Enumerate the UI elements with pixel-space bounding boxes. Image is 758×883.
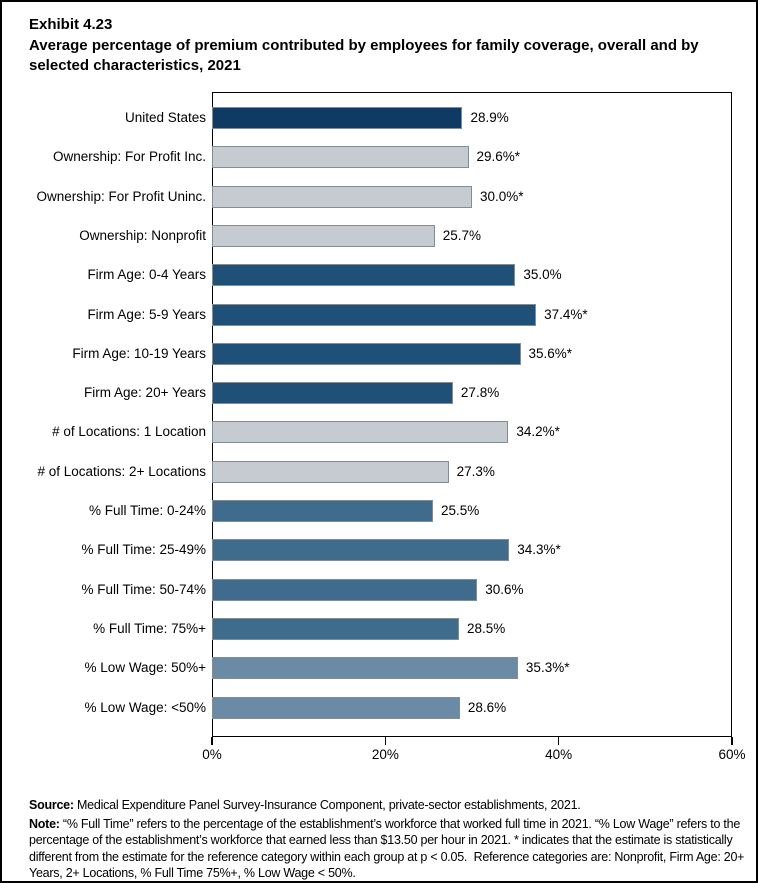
source-label: Source: (29, 797, 74, 812)
value-label: 35.3%* (525, 660, 570, 676)
category-label: Ownership: For Profit Inc. (52, 149, 206, 165)
category-label: % Full Time: 50-74% (81, 581, 206, 597)
source-text: Medical Expenditure Panel Survey-Insuran… (73, 797, 581, 812)
value-label: 30.0%* (480, 188, 524, 204)
bar (212, 657, 518, 680)
x-axis-tick (384, 737, 387, 745)
source-line: Source: Medical Expenditure Panel Survey… (29, 797, 756, 814)
value-label: 25.7% (442, 227, 481, 243)
value-label: 34.3%* (517, 542, 561, 558)
note-text: “% Full Time” refers to the percentage o… (29, 816, 748, 881)
bar (212, 107, 463, 129)
bar (212, 185, 472, 208)
category-label: Ownership: Nonprofit (79, 227, 206, 243)
bar (212, 382, 453, 405)
category-label: Ownership: For Profit Uninc. (36, 188, 206, 204)
x-axis-tick (557, 737, 560, 745)
category-label: % Low Wage: <50% (84, 699, 206, 715)
bar (212, 303, 537, 326)
value-label: 35.0% (523, 267, 562, 283)
category-label: # of Locations: 2+ Locations (37, 463, 207, 479)
value-label: 27.3% (456, 463, 495, 479)
category-label: Firm Age: 5-9 Years (87, 306, 206, 322)
x-axis-tick-label: 0% (202, 747, 222, 762)
note-paragraph: Note: “% Full Time” refers to the percen… (29, 816, 756, 882)
value-label: 25.5% (441, 503, 480, 518)
category-label: United States (124, 110, 206, 125)
category-label: % Low Wage: 50%+ (84, 660, 206, 676)
bar-chart: United States 28.9% Ownership: For Profit … (2, 92, 756, 762)
x-axis-tick-label: 60% (718, 747, 746, 762)
value-label: 35.6%* (528, 345, 573, 361)
value-label: 28.9% (470, 110, 509, 125)
value-label: 34.2%* (516, 424, 560, 440)
x-axis-tick-label: 40% (545, 747, 573, 762)
value-label: 27.8% (460, 385, 500, 401)
value-label: 28.6% (467, 699, 507, 715)
x-axis-tick (211, 737, 213, 745)
bar (212, 500, 433, 522)
x-axis-tick (731, 737, 733, 745)
value-label: 29.6%* (476, 149, 521, 165)
bar (212, 696, 460, 719)
bar (212, 342, 521, 365)
bar (212, 539, 510, 562)
bar (212, 460, 449, 483)
category-label: Firm Age: 20+ Years (84, 385, 206, 401)
title-block: Exhibit 4.23 Average percentage of premi… (29, 15, 735, 77)
category-label: Firm Age: 0-4 Years (87, 267, 206, 283)
category-label: Firm Age: 10-19 Years (72, 345, 206, 361)
category-label: % Full Time: 75%+ (93, 620, 206, 636)
note-label: Note: (29, 816, 60, 831)
bar (212, 224, 435, 247)
bar (212, 421, 509, 444)
bar (212, 146, 469, 169)
value-label: 30.6% (485, 581, 524, 597)
bar (212, 578, 478, 601)
value-label: 37.4%* (544, 306, 588, 322)
chart-title: Average percentage of premium contribute… (29, 36, 699, 75)
category-label: % Full Time: 0-24% (88, 503, 206, 518)
exhibit-number: Exhibit 4.23 (29, 16, 113, 33)
bar (212, 264, 516, 287)
category-label: % Full Time: 25-49% (81, 542, 206, 558)
x-axis-tick-label: 20% (371, 747, 399, 762)
category-label: # of Locations: 1 Location (52, 424, 206, 440)
bar (212, 617, 459, 640)
value-label: 28.5% (467, 620, 506, 636)
